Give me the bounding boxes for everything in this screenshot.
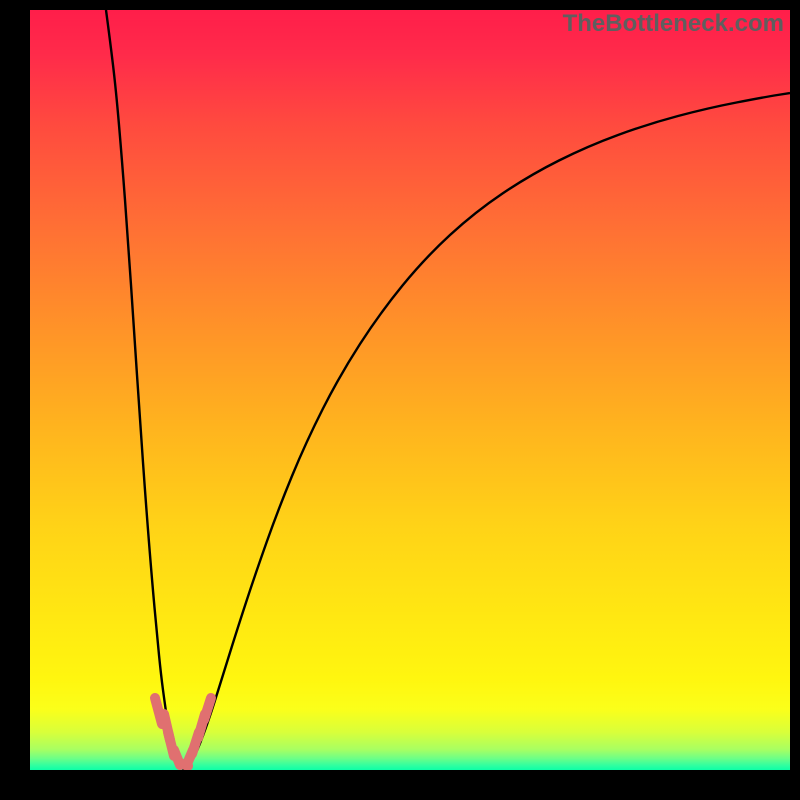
watermark-text: TheBottleneck.com xyxy=(563,10,784,38)
chart-svg xyxy=(30,10,790,770)
marker-segment xyxy=(204,698,211,720)
plot-area xyxy=(30,10,790,770)
bottleneck-markers xyxy=(155,698,211,766)
bottleneck-curve xyxy=(106,10,790,769)
